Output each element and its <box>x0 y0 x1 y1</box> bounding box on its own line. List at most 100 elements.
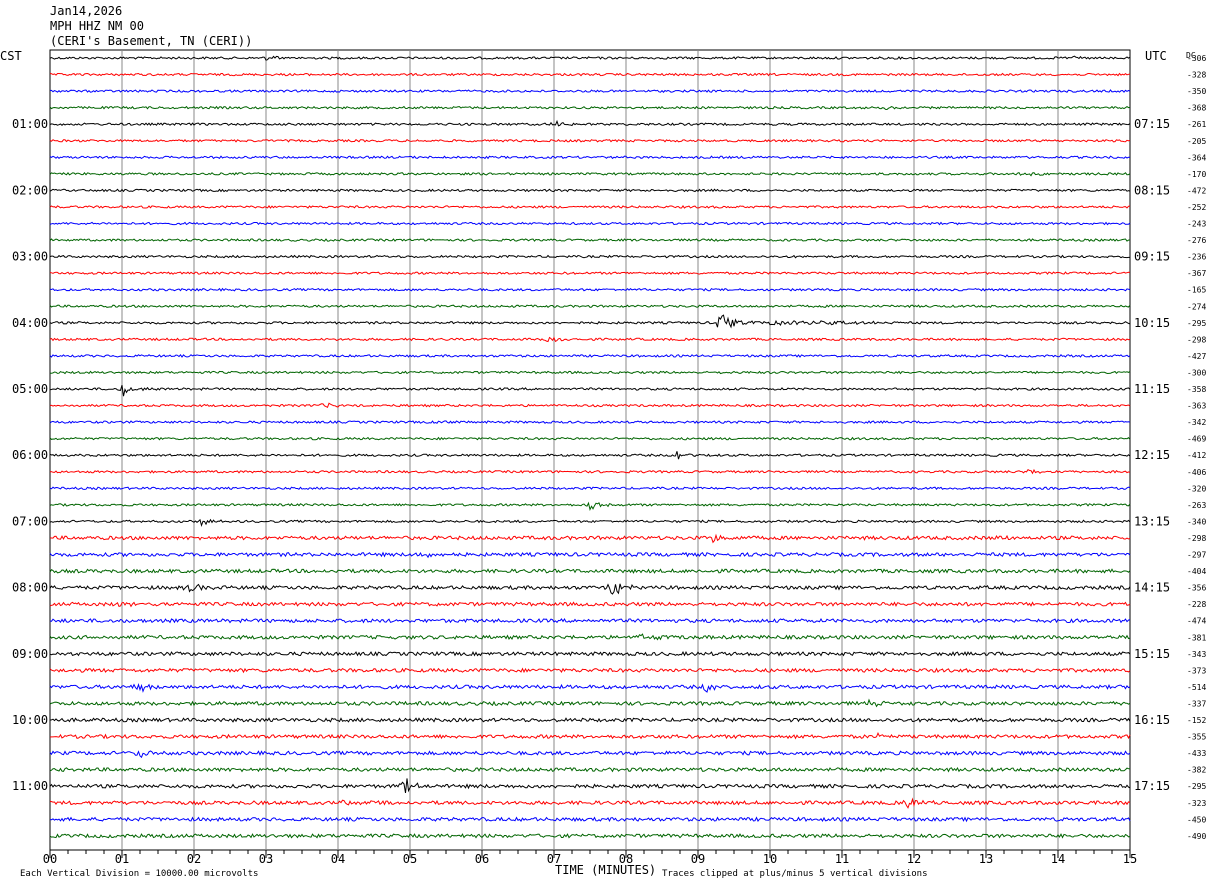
dc-offset-label: -300 <box>1187 368 1206 377</box>
dc-offset-label: -343 <box>1187 650 1206 659</box>
utc-hour-label: 10:15 <box>1134 316 1170 330</box>
footer-left-note: Each Vertical Division = 10000.00 microv… <box>20 869 258 879</box>
seismic-trace <box>49 370 1131 375</box>
seismic-trace <box>49 731 1131 740</box>
dc-offset-label: -298 <box>1187 534 1206 543</box>
dc-offset-label: -306 <box>1187 54 1206 63</box>
dc-offset-label: -373 <box>1187 666 1206 675</box>
seismic-trace <box>49 238 1131 242</box>
cst-hour-label: 10:00 <box>12 713 48 727</box>
seismic-trace <box>49 667 1131 674</box>
dc-offset-label: -514 <box>1187 683 1206 692</box>
x-tick-label: 02 <box>187 852 201 866</box>
trace-group <box>49 55 1131 839</box>
utc-hour-label: 14:15 <box>1134 581 1170 595</box>
dc-offset-label: -450 <box>1187 815 1206 824</box>
seismic-trace <box>49 271 1131 276</box>
dc-offset-label: -472 <box>1187 186 1206 195</box>
cst-hour-label: 08:00 <box>12 581 48 595</box>
dc-offset-label: -356 <box>1187 584 1206 593</box>
utc-hour-label: 09:15 <box>1134 250 1170 264</box>
seismic-trace <box>49 436 1131 441</box>
dc-offset-label: -252 <box>1187 203 1206 212</box>
dc-offset-label: -490 <box>1187 832 1206 841</box>
dc-offset-label: -328 <box>1187 71 1206 80</box>
seismic-trace <box>49 221 1131 226</box>
cst-hour-label: 03:00 <box>12 250 48 264</box>
seismic-trace <box>49 55 1131 61</box>
x-tick-label: 12 <box>907 852 921 866</box>
seismic-trace <box>49 501 1131 512</box>
x-tick-label: 06 <box>475 852 489 866</box>
dc-offset-label: -363 <box>1187 402 1206 411</box>
dc-offset-label: -205 <box>1187 137 1206 146</box>
dc-offset-label: -295 <box>1187 782 1206 791</box>
cst-hour-label: 11:00 <box>12 779 48 793</box>
utc-hour-label: 12:15 <box>1134 448 1170 462</box>
seismic-trace <box>49 601 1131 608</box>
footer-right-note: Traces clipped at plus/minus 5 vertical … <box>662 869 928 879</box>
dc-offset-label: -367 <box>1187 269 1206 278</box>
seismic-trace <box>49 778 1131 793</box>
seismic-trace <box>49 314 1131 329</box>
utc-hour-label: 17:15 <box>1134 779 1170 793</box>
cst-hour-label: 06:00 <box>12 448 48 462</box>
dc-axis-title: DC <box>1186 51 1196 60</box>
cst-axis-title: CST <box>0 49 22 63</box>
seismic-trace <box>49 583 1131 595</box>
dc-offset-label: -228 <box>1187 600 1206 609</box>
x-tick-label: 05 <box>403 852 417 866</box>
dc-offset-label: -323 <box>1187 799 1206 808</box>
x-tick-label: 10 <box>763 852 777 866</box>
seismic-trace <box>49 105 1131 111</box>
cst-hour-label: 09:00 <box>12 647 48 661</box>
seismic-trace <box>49 617 1131 624</box>
seismic-trace <box>49 138 1131 143</box>
cst-hour-label: 05:00 <box>12 382 48 396</box>
dc-offset-label: -427 <box>1187 352 1206 361</box>
dc-offset-label: -350 <box>1187 87 1206 96</box>
dc-offset-label: -263 <box>1187 501 1206 510</box>
x-tick-label: 07 <box>547 852 561 866</box>
utc-hour-label: 08:15 <box>1134 183 1170 197</box>
dc-offset-label: -298 <box>1187 335 1206 344</box>
header-date: Jan14,2026 <box>50 4 123 18</box>
dc-offset-label: -355 <box>1187 733 1206 742</box>
seismic-trace <box>49 89 1131 93</box>
x-tick-label: 14 <box>1051 852 1065 866</box>
seismic-trace <box>49 833 1131 839</box>
x-tick-label: 04 <box>331 852 345 866</box>
utc-hour-label: 13:15 <box>1134 514 1170 528</box>
seismic-trace <box>49 468 1131 475</box>
seismic-trace <box>49 402 1131 408</box>
axes-group: -306 -328 -350 -368 -261 -205 -364 -170 -472 -252… <box>12 54 1206 866</box>
seismic-trace <box>49 420 1131 424</box>
seismic-trace <box>49 205 1131 209</box>
seismic-trace <box>49 518 1131 528</box>
dc-offset-label: -382 <box>1187 766 1206 775</box>
dc-offset-label: -243 <box>1187 220 1206 229</box>
dc-offset-label: -295 <box>1187 319 1206 328</box>
seismic-trace <box>49 486 1131 491</box>
utc-hour-label: 15:15 <box>1134 647 1170 661</box>
seismic-trace <box>49 816 1131 823</box>
seismic-trace <box>49 683 1131 693</box>
dc-offset-label: -368 <box>1187 104 1206 113</box>
x-tick-label: 09 <box>691 852 705 866</box>
seismic-trace <box>49 155 1131 160</box>
seismic-trace <box>49 384 1131 397</box>
seismic-trace <box>49 353 1131 358</box>
seismic-trace <box>49 287 1131 292</box>
dc-offset-label: -358 <box>1187 385 1206 394</box>
cst-hour-label: 02:00 <box>12 183 48 197</box>
dc-offset-label: -342 <box>1187 418 1206 427</box>
seismic-trace <box>49 72 1131 77</box>
x-tick-label: 15 <box>1123 852 1137 866</box>
seismic-trace <box>49 254 1130 259</box>
dc-offset-label: -337 <box>1187 700 1206 709</box>
dc-offset-label: -276 <box>1187 236 1206 245</box>
utc-hour-label: 11:15 <box>1134 382 1170 396</box>
cst-hour-label: 07:00 <box>12 514 48 528</box>
seismic-trace <box>49 568 1131 574</box>
